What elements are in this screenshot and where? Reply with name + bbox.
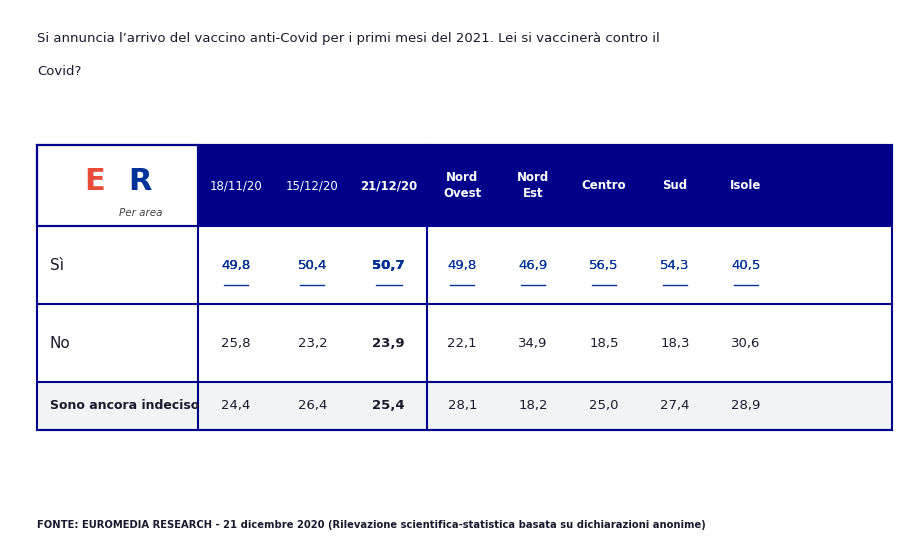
Text: 25,0: 25,0 (588, 400, 618, 412)
Text: E: E (84, 167, 105, 196)
Text: FONTE: EUROMEDIA RESEARCH - 21 dicembre 2020 (Rilevazione scientifica-statistica: FONTE: EUROMEDIA RESEARCH - 21 dicembre … (37, 520, 705, 530)
Text: 28,9: 28,9 (731, 400, 759, 412)
Text: 25,8: 25,8 (221, 336, 251, 350)
Text: 18,3: 18,3 (659, 336, 689, 350)
Text: Sud: Sud (662, 179, 686, 192)
FancyBboxPatch shape (37, 304, 891, 382)
Text: 50,7: 50,7 (372, 258, 404, 272)
Text: 40,5: 40,5 (731, 258, 759, 272)
Text: 50,4: 50,4 (298, 258, 326, 272)
Text: 30,6: 30,6 (731, 336, 759, 350)
FancyBboxPatch shape (37, 145, 891, 226)
Text: Isole: Isole (729, 179, 761, 192)
Text: 18,5: 18,5 (588, 336, 618, 350)
Text: 23,2: 23,2 (297, 336, 327, 350)
Text: 46,9: 46,9 (518, 258, 547, 272)
Text: 27,4: 27,4 (659, 400, 689, 412)
Text: 49,8: 49,8 (221, 258, 250, 272)
Text: 34,9: 34,9 (518, 336, 547, 350)
Text: Per area: Per area (119, 208, 162, 218)
FancyBboxPatch shape (37, 226, 891, 304)
Text: 22,1: 22,1 (447, 336, 477, 350)
Text: 24,4: 24,4 (221, 400, 250, 412)
Text: R: R (129, 167, 152, 196)
Text: 56,5: 56,5 (588, 258, 618, 272)
Text: Sono ancora indeciso: Sono ancora indeciso (50, 400, 199, 412)
Text: 21/12/20: 21/12/20 (359, 179, 417, 192)
Text: 25,4: 25,4 (372, 400, 404, 412)
Text: 49,8: 49,8 (448, 258, 476, 272)
Text: Nord
Ovest: Nord Ovest (443, 171, 481, 200)
Text: 50,4: 50,4 (298, 258, 326, 272)
Text: 28,1: 28,1 (447, 400, 477, 412)
Text: 15/12/20: 15/12/20 (286, 179, 338, 192)
Text: 49,8: 49,8 (448, 258, 476, 272)
Text: 49,8: 49,8 (221, 258, 250, 272)
FancyBboxPatch shape (37, 145, 198, 226)
Text: Nord
Est: Nord Est (516, 171, 549, 200)
Text: Sì: Sì (50, 258, 63, 272)
Text: 50,7: 50,7 (372, 258, 404, 272)
Text: 46,9: 46,9 (518, 258, 547, 272)
Text: 54,3: 54,3 (659, 258, 689, 272)
Text: Covid?: Covid? (37, 65, 81, 78)
Text: 23,9: 23,9 (372, 336, 404, 350)
Text: 49,8: 49,8 (221, 258, 250, 272)
Text: 40,5: 40,5 (731, 258, 759, 272)
Text: 26,4: 26,4 (298, 400, 326, 412)
Text: 18,2: 18,2 (517, 400, 548, 412)
Text: 50,4: 50,4 (298, 258, 326, 272)
Text: 54,3: 54,3 (659, 258, 689, 272)
Text: 50,7: 50,7 (372, 258, 404, 272)
Text: No: No (50, 336, 71, 350)
Text: Centro: Centro (581, 179, 626, 192)
FancyBboxPatch shape (37, 382, 891, 430)
Text: 18/11/20: 18/11/20 (210, 179, 262, 192)
Text: 56,5: 56,5 (588, 258, 618, 272)
Text: Si annuncia l’arrivo del vaccino anti-Covid per i primi mesi del 2021. Lei si va: Si annuncia l’arrivo del vaccino anti-Co… (37, 32, 659, 45)
